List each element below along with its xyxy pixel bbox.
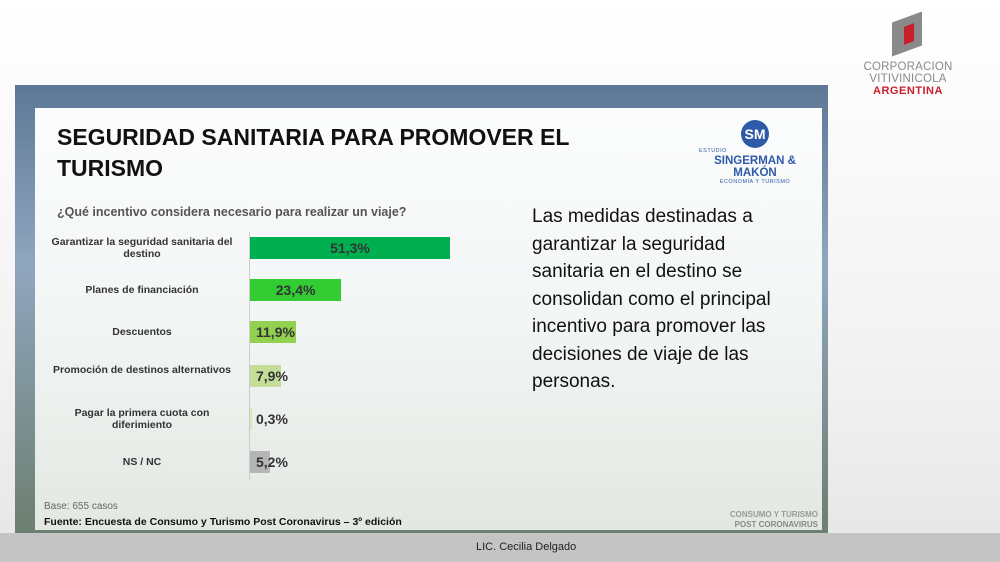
brand-mark: CONSUMO Y TURISMO POST CORONAVIRUS xyxy=(730,510,818,530)
category-label: NS / NC xyxy=(122,456,162,468)
corporacion-vitivinicola-logo: CORPORACION VITIVINICOLA ARGENTINA xyxy=(828,11,988,97)
logo-mark-icon xyxy=(886,11,930,57)
value-label: 11,9% xyxy=(256,324,295,340)
singerman-makon-logo: SM ESTUDIO SINGERMAN & MAKÓN ECONOMÍA Y … xyxy=(695,120,815,185)
slide-title: SEGURIDAD SANITARIA PARA PROMOVER EL TUR… xyxy=(57,124,569,181)
chart-question: ¿Qué incentivo considera necesario para … xyxy=(57,205,407,219)
value-label: 5,2% xyxy=(256,454,288,470)
base-note: Base: 655 casos xyxy=(44,501,118,512)
category-label: Pagar la primera cuota con diferimiento xyxy=(74,407,210,431)
bar xyxy=(250,237,451,259)
summary-text: Las medidas destinadas a garantizar la s… xyxy=(532,206,771,392)
logo-line1: CORPORACION VITIVINICOLA xyxy=(863,61,953,85)
logo-prefix: ESTUDIO xyxy=(699,148,727,154)
bar xyxy=(250,321,297,343)
value-label: 23,4% xyxy=(275,282,316,298)
source-note: Fuente: Encuesta de Consumo y Turismo Po… xyxy=(44,516,402,528)
category-label: Planes de financiación xyxy=(85,284,199,296)
footer-bar: LIC. Cecilia Delgado xyxy=(0,533,1000,562)
logo-name: SINGERMAN & MAKÓN xyxy=(714,155,796,179)
category-label: Promoción de destinos alternativos xyxy=(53,364,231,376)
chart-axis xyxy=(249,232,250,480)
value-label: 51,3% xyxy=(330,240,370,256)
value-label: 7,9% xyxy=(256,368,288,384)
bar xyxy=(250,279,342,301)
category-label: Garantizar la seguridad sanitaria del de… xyxy=(51,236,233,260)
bar xyxy=(250,408,252,430)
bar xyxy=(250,365,281,387)
sm-logo-icon: SM xyxy=(741,120,769,148)
brand-line2: POST CORONAVIRUS xyxy=(734,520,818,529)
category-label: Descuentos xyxy=(112,326,172,338)
slide-panel: SEGURIDAD SANITARIA PARA PROMOVER EL TUR… xyxy=(35,108,822,530)
bar xyxy=(250,451,271,473)
value-label: 0,3% xyxy=(256,411,288,427)
presenter-name: LIC. Cecilia Delgado xyxy=(476,541,577,553)
brand-line1: CONSUMO Y TURISMO xyxy=(729,510,818,519)
slide: SEGURIDAD SANITARIA PARA PROMOVER EL TUR… xyxy=(15,85,828,533)
logo-subtitle: ECONOMÍA Y TURISMO xyxy=(719,179,791,185)
logo-line2: ARGENTINA xyxy=(873,85,943,97)
